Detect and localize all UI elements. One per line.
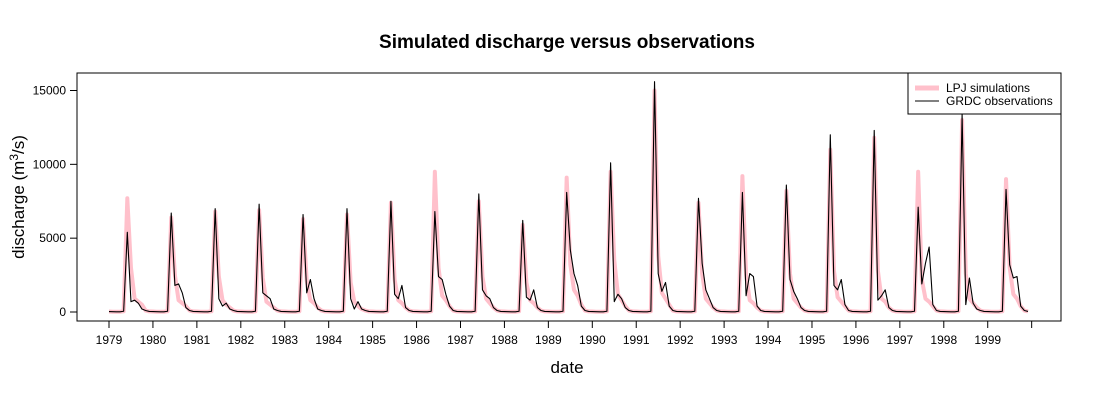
series-line-grdc-observations xyxy=(108,81,1029,313)
y-tick-label: 5000 xyxy=(39,231,66,245)
chart-title: Simulated discharge versus observations xyxy=(379,32,755,53)
y-tick-label: 0 xyxy=(59,305,66,319)
x-tick-label: 1995 xyxy=(799,333,826,347)
legend-box xyxy=(907,72,1062,115)
x-tick-label: 1999 xyxy=(974,333,1001,347)
x-tick-label: 1997 xyxy=(887,333,914,347)
y-axis-title: discharge (m3/s) xyxy=(7,135,28,259)
y-axis-title-end: /s) xyxy=(9,135,28,154)
x-tick-label: 1986 xyxy=(403,333,430,347)
x-tick-label: 1988 xyxy=(491,333,518,347)
x-tick-label: 1990 xyxy=(579,333,606,347)
legend-label-grdc: GRDC observations xyxy=(946,94,1053,108)
y-tick-label: 10000 xyxy=(33,157,67,171)
y-axis-title-superscript: 3 xyxy=(7,154,21,161)
x-tick-label: 1991 xyxy=(623,333,650,347)
x-axis-title: date xyxy=(550,358,583,377)
x-tick-label: 1993 xyxy=(711,333,738,347)
series-line-lpj-simulations xyxy=(108,88,1029,314)
x-tick-label: 1982 xyxy=(227,333,254,347)
x-tick-label: 1984 xyxy=(315,333,342,347)
x-tick-label: 1980 xyxy=(140,333,167,347)
y-tick-label: 15000 xyxy=(33,84,67,98)
x-tick-label: 1989 xyxy=(535,333,562,347)
series-layer xyxy=(108,81,1029,314)
x-tick-label: 1998 xyxy=(930,333,957,347)
x-tick-label: 1992 xyxy=(667,333,694,347)
x-tick-label: 1985 xyxy=(359,333,386,347)
legend: LPJ simulations GRDC observations xyxy=(907,72,1062,115)
x-tick-label: 1979 xyxy=(96,333,123,347)
legend-label-lpj: LPJ simulations xyxy=(946,81,1030,95)
x-tick-label: 1981 xyxy=(184,333,211,347)
x-tick-label: 1987 xyxy=(447,333,474,347)
y-axis: 0 5000 10000 15000 xyxy=(33,84,78,319)
x-tick-label: 1983 xyxy=(271,333,298,347)
y-axis-title-main: discharge (m xyxy=(9,161,28,259)
x-tick-label: 1994 xyxy=(755,333,782,347)
x-axis: 1979 1980 1981 1982 1983 1984 1985 1986 1987 1988… xyxy=(96,320,1033,347)
x-tick-label: 1996 xyxy=(843,333,870,347)
